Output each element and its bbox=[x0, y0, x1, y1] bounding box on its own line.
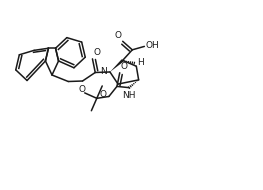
Text: OH: OH bbox=[146, 41, 160, 50]
Text: O: O bbox=[79, 85, 85, 94]
Text: O: O bbox=[121, 62, 128, 71]
Text: H: H bbox=[137, 58, 144, 67]
Text: N: N bbox=[100, 67, 107, 76]
Polygon shape bbox=[110, 59, 124, 72]
Text: O: O bbox=[93, 48, 100, 57]
Text: O: O bbox=[100, 90, 107, 100]
Text: NH: NH bbox=[122, 91, 135, 100]
Text: O: O bbox=[114, 31, 121, 40]
